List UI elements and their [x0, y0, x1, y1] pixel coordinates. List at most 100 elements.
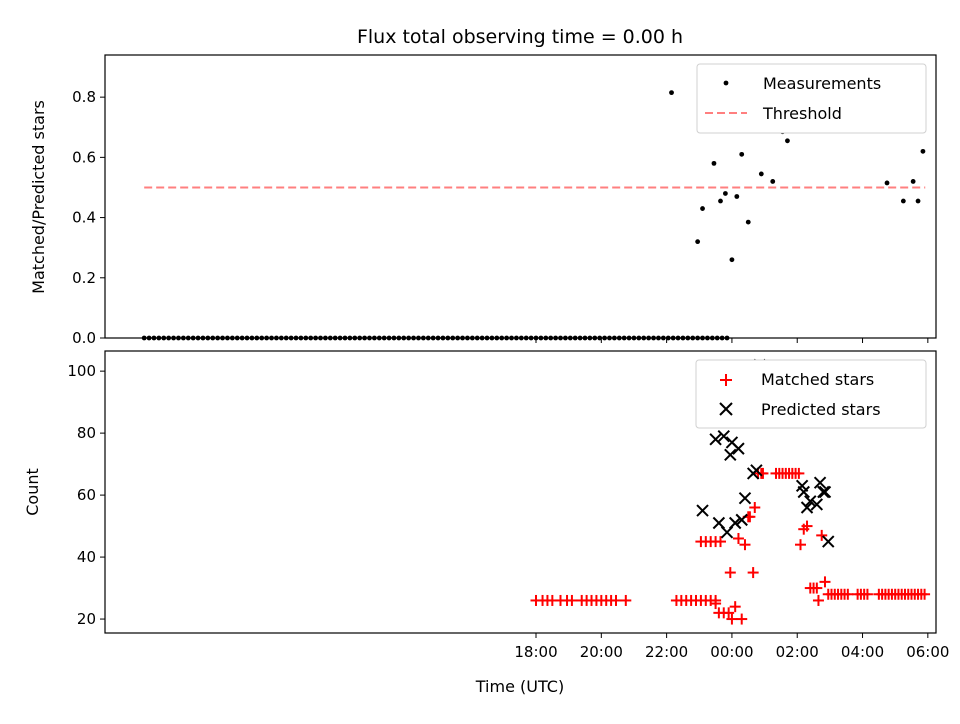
matched-stars-point-55	[794, 539, 806, 551]
top-axes-frame	[104, 54, 937, 339]
predicted-stars-point-20	[810, 498, 824, 511]
matched-stars-point-14	[610, 594, 622, 606]
matched-stars-point-6	[566, 594, 578, 606]
bottom-axes-frame	[104, 350, 937, 634]
legend-label-predicted-stars: Predicted stars	[761, 400, 881, 419]
matched-stars-point-37	[732, 532, 744, 544]
legend-marker-measurements	[723, 80, 729, 86]
top-legend: Measurements Threshold	[696, 63, 927, 134]
bottom-y-tick-label-2: 60	[77, 486, 96, 504]
matched-stars-point-61	[812, 594, 824, 606]
matched-stars-point-43	[749, 501, 761, 513]
predicted-stars-point-9	[735, 513, 748, 527]
predicted-stars-point-3	[717, 430, 730, 443]
predicted-stars-point-8	[732, 442, 745, 455]
matched-stars-point-34	[724, 567, 736, 579]
predicted-stars-point-5	[724, 448, 737, 462]
predicted-stars-point-18	[800, 501, 814, 514]
matched-stars-point-15	[620, 594, 632, 606]
matched-stars-point-39	[739, 539, 751, 551]
x-tick-label-2: 22:00	[645, 643, 688, 661]
measurements-point-24	[920, 148, 926, 154]
measurements-point-5	[722, 191, 728, 196]
x-tick-label-4: 02:00	[776, 643, 819, 661]
predicted-stars-point-24	[822, 535, 835, 548]
x-tick-label-5: 04:00	[841, 643, 884, 661]
measurements-point-6	[729, 257, 735, 263]
matched-stars-point-60	[811, 582, 823, 594]
top-y-tick-label-0: 0.0	[72, 329, 96, 347]
predicted-stars-point-7	[728, 516, 742, 530]
figure-title: Flux total observing time = 0.00 h	[357, 26, 683, 48]
matched-stars-point-36	[729, 601, 741, 613]
top-panel: 0.00.20.40.60.8 Matched/Predicted stars …	[29, 54, 937, 347]
measurements-point-22	[910, 179, 916, 184]
measurements-point-20	[900, 198, 906, 204]
predicted-stars-point-0	[696, 504, 709, 517]
top-y-axis-label: Matched/Predicted stars	[29, 100, 48, 294]
bottom-panel: 20 40 60 80 100 18:00 20:00 22:00 00:00 02:00 04:…	[23, 350, 949, 696]
bottom-y-tick-label-1: 40	[77, 548, 96, 566]
matched-stars-point-33	[723, 607, 735, 619]
top-y-ticks: 0.0 0.2 0.4 0.6 0.8	[72, 88, 105, 347]
bottom-x-ticks: 18:00 20:00 22:00 00:00 02:00 04:00 06:00	[514, 633, 949, 661]
matched-stars-point-35	[726, 613, 738, 625]
measurements-point-9	[745, 219, 751, 225]
measurements-point-2	[700, 206, 705, 211]
predicted-stars-point-10	[738, 491, 752, 505]
measurements-point-0	[669, 90, 674, 96]
bottom-x-axis-label: Time (UTC)	[475, 677, 564, 696]
legend-label-threshold: Threshold	[762, 104, 842, 123]
bottom-y-tick-label-0: 20	[77, 610, 96, 628]
top-y-tick-label-4: 0.8	[72, 88, 96, 106]
measurements-point-19	[884, 180, 890, 186]
predicted-stars-point-23	[818, 485, 832, 499]
measurements-point-8	[739, 151, 745, 157]
predicted-stars-point-19	[804, 495, 817, 508]
measurements-point-23	[915, 198, 921, 204]
predicted-stars-point-21	[813, 476, 827, 489]
matched-stars-point-63	[819, 576, 831, 588]
bottom-y-tick-label-4: 100	[67, 362, 96, 380]
top-legend-box	[696, 63, 927, 134]
bottom-y-tick-label-3: 80	[77, 424, 96, 442]
bottom-legend: Matched stars Predicted stars	[695, 359, 927, 429]
matched-stars-point-42	[747, 567, 759, 579]
measurements-point-3	[711, 160, 717, 166]
x-tick-label-3: 00:00	[710, 643, 753, 661]
bottom-y-axis-label: Count	[23, 468, 42, 516]
bottom-legend-box	[695, 359, 927, 429]
matched-stars-point-89	[919, 588, 931, 600]
measurements-point-1	[695, 239, 701, 245]
measurements-point-11	[758, 171, 764, 177]
predicted-stars-point-22	[817, 485, 830, 499]
x-tick-label-1: 20:00	[580, 643, 623, 661]
measurements-point-7	[734, 194, 740, 199]
top-y-tick-label-1: 0.2	[72, 269, 96, 287]
predicted-stars-point-13	[750, 464, 763, 477]
bottom-points-layer	[530, 358, 931, 625]
x-tick-label-6: 06:00	[906, 643, 949, 661]
measurements-point-4	[718, 198, 723, 204]
legend-marker-predicted-stars	[719, 402, 733, 416]
matched-stars-point-74	[861, 588, 873, 600]
matched-stars-point-57	[801, 520, 813, 532]
predicted-stars-point-1	[709, 433, 722, 446]
matched-stars-point-38	[736, 613, 748, 625]
measurements-point-15	[785, 138, 790, 144]
matched-stars-point-62	[816, 529, 828, 541]
matched-stars-point-54	[793, 467, 805, 479]
bottom-y-ticks: 20 40 60 80 100	[67, 362, 105, 628]
matched-stars-point-70	[842, 588, 854, 600]
measurements-point-12	[770, 179, 776, 184]
legend-label-matched-stars: Matched stars	[761, 370, 874, 389]
matched-stars-point-29	[714, 536, 726, 548]
top-y-tick-label-3: 0.6	[72, 148, 96, 166]
legend-label-measurements: Measurements	[763, 74, 881, 93]
top-x-ticks	[535, 338, 929, 343]
matched-stars-point-30	[710, 598, 722, 610]
top-y-tick-label-2: 0.4	[72, 209, 96, 227]
predicted-stars-point-17	[797, 485, 810, 499]
x-tick-label-0: 18:00	[514, 643, 557, 661]
